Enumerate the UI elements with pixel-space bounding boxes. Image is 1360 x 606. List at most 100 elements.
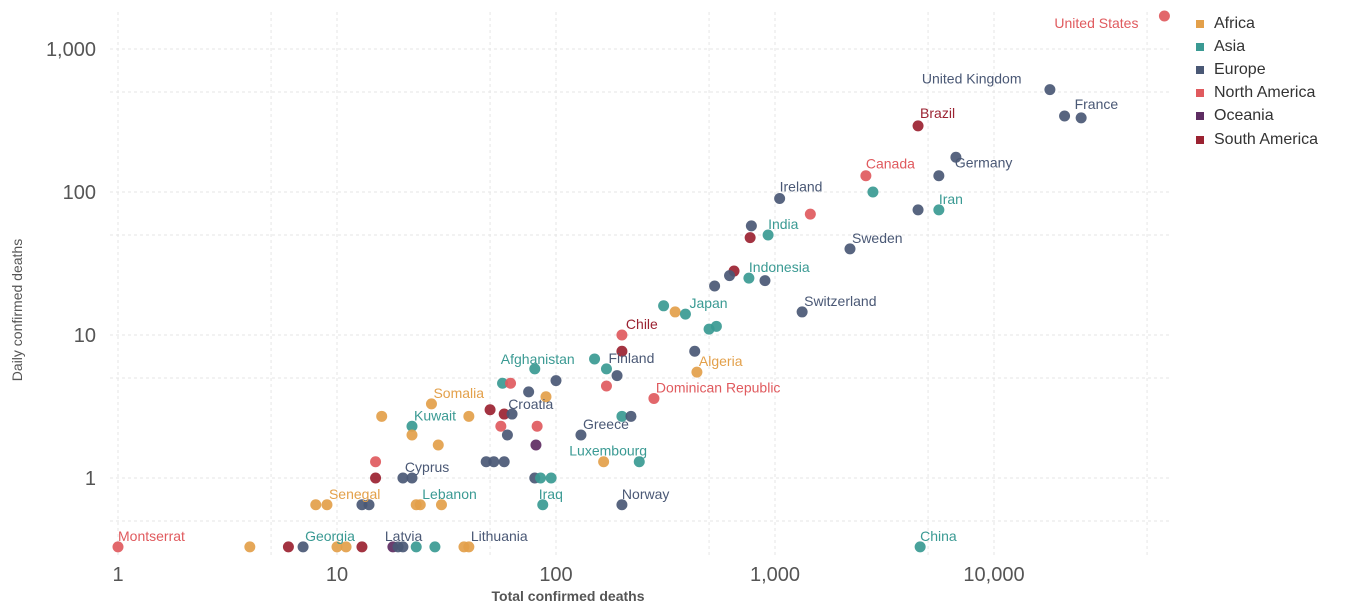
point-label: Sweden bbox=[852, 230, 903, 246]
data-point bbox=[669, 306, 681, 318]
point-label: Canada bbox=[866, 156, 915, 172]
x-axis-title: Total confirmed deaths bbox=[492, 588, 645, 604]
data-point bbox=[648, 392, 660, 404]
data-point bbox=[425, 398, 437, 410]
data-point bbox=[480, 456, 492, 468]
legend-label: Africa bbox=[1214, 14, 1255, 32]
data-point bbox=[537, 499, 549, 511]
data-point bbox=[506, 408, 518, 420]
data-point bbox=[1059, 110, 1071, 122]
point-label: Cyprus bbox=[405, 459, 449, 475]
data-point bbox=[495, 420, 507, 432]
data-point bbox=[796, 306, 808, 318]
point-label: Croatia bbox=[508, 396, 553, 412]
point-label: Senegal bbox=[329, 486, 380, 502]
data-point bbox=[397, 541, 409, 553]
legend-item-asia: Asia bbox=[1196, 35, 1318, 58]
legend-item-europe: Europe bbox=[1196, 58, 1318, 81]
data-point bbox=[950, 151, 962, 163]
data-point bbox=[1044, 84, 1056, 96]
legend-swatch bbox=[1196, 42, 1204, 51]
data-point bbox=[575, 429, 587, 441]
y-tick-label: 1 bbox=[85, 468, 96, 490]
data-point bbox=[463, 410, 475, 422]
point-label: Afghanistan bbox=[501, 351, 575, 367]
data-point bbox=[844, 243, 856, 255]
data-point bbox=[860, 170, 872, 182]
data-point bbox=[545, 472, 557, 484]
legend-swatch bbox=[1196, 19, 1204, 28]
legend: Africa Asia Europe North America Oceania… bbox=[1196, 12, 1318, 151]
data-point bbox=[429, 541, 441, 553]
legend-swatch bbox=[1196, 112, 1204, 121]
data-point bbox=[376, 410, 388, 422]
point-label: Greece bbox=[583, 416, 629, 432]
legend-label: North America bbox=[1214, 84, 1316, 102]
point-label: Montserrat bbox=[118, 528, 185, 544]
data-point bbox=[363, 499, 375, 511]
data-point bbox=[679, 308, 691, 320]
data-point bbox=[406, 429, 418, 441]
data-point bbox=[933, 204, 945, 216]
data-point bbox=[709, 280, 721, 292]
grid-lines bbox=[110, 12, 1172, 556]
legend-swatch bbox=[1196, 65, 1204, 74]
point-label: India bbox=[768, 216, 799, 232]
point-label: United States bbox=[1054, 15, 1138, 31]
x-tick-label: 1 bbox=[112, 564, 123, 586]
point-label: Ireland bbox=[780, 179, 823, 195]
data-point bbox=[370, 456, 382, 468]
data-point bbox=[804, 208, 816, 220]
legend-item-africa: Africa bbox=[1196, 12, 1318, 35]
data-point bbox=[625, 410, 637, 422]
legend-label: Oceania bbox=[1214, 107, 1274, 125]
point-label: Indonesia bbox=[749, 259, 810, 275]
legend-label: South America bbox=[1214, 130, 1319, 148]
data-point bbox=[914, 541, 926, 553]
data-point bbox=[488, 456, 500, 468]
data-points bbox=[112, 10, 1170, 553]
data-point bbox=[598, 456, 610, 468]
data-point bbox=[340, 541, 352, 553]
data-point bbox=[356, 541, 368, 553]
data-point bbox=[523, 386, 535, 398]
point-label: Iran bbox=[939, 191, 963, 207]
data-point bbox=[498, 456, 510, 468]
legend-label: Europe bbox=[1214, 60, 1266, 78]
data-point bbox=[550, 375, 562, 387]
point-label: Brazil bbox=[920, 105, 955, 121]
data-point bbox=[535, 472, 547, 484]
data-point bbox=[1075, 112, 1087, 124]
x-tick-label: 10 bbox=[326, 564, 348, 586]
data-point bbox=[435, 499, 447, 511]
legend-item-oceania: Oceania bbox=[1196, 105, 1318, 128]
x-tick-label: 100 bbox=[539, 564, 572, 586]
point-label: Finland bbox=[608, 350, 654, 366]
data-point bbox=[600, 380, 612, 392]
point-label: Germany bbox=[955, 155, 1013, 171]
data-point bbox=[774, 193, 786, 205]
x-axis-ticks: 1 10 100 1,000 10,000 bbox=[112, 564, 1024, 586]
data-point bbox=[406, 472, 418, 484]
y-tick-label: 100 bbox=[63, 182, 96, 204]
data-point bbox=[616, 345, 628, 357]
point-label: Dominican Republic bbox=[656, 379, 781, 395]
point-label: Norway bbox=[622, 486, 669, 502]
point-labels: United States United Kingdom France Brazil G… bbox=[118, 15, 1138, 544]
point-label: Japan bbox=[689, 295, 727, 311]
data-point bbox=[616, 329, 628, 341]
data-point bbox=[540, 391, 552, 403]
data-point bbox=[282, 541, 294, 553]
point-label: Georgia bbox=[305, 528, 355, 544]
data-point bbox=[867, 186, 879, 198]
point-label: Latvia bbox=[385, 528, 423, 544]
data-point bbox=[501, 429, 513, 441]
point-label: United Kingdom bbox=[922, 71, 1022, 87]
data-point bbox=[406, 420, 418, 432]
x-tick-label: 10,000 bbox=[963, 564, 1024, 586]
data-point bbox=[933, 170, 945, 182]
data-point bbox=[397, 472, 409, 484]
data-point bbox=[633, 456, 645, 468]
point-label: China bbox=[920, 528, 957, 544]
point-label: Luxembourg bbox=[569, 443, 647, 459]
